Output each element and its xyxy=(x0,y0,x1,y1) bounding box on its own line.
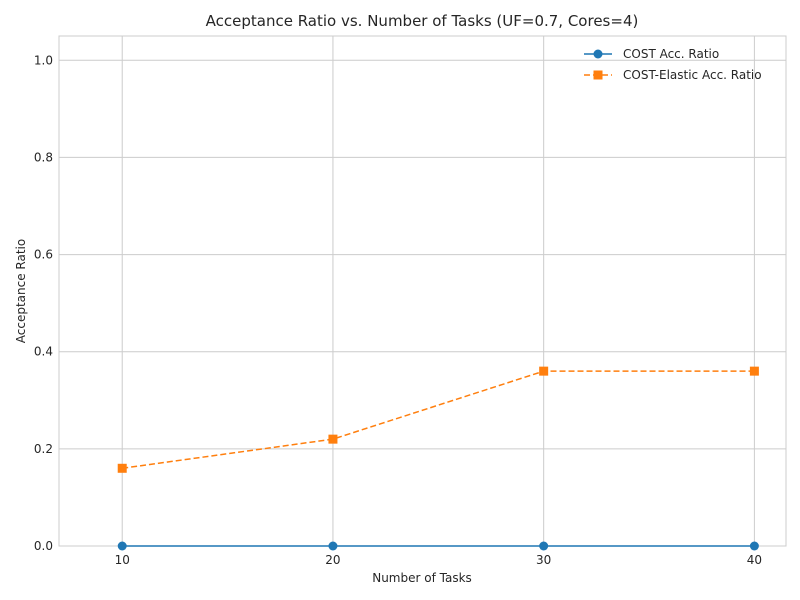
x-tick-label: 30 xyxy=(536,553,551,567)
legend-marker-square xyxy=(593,70,603,80)
y-tick-label: 0.6 xyxy=(34,248,53,262)
x-axis-label: Number of Tasks xyxy=(372,571,472,585)
y-tick-label: 0.2 xyxy=(34,442,53,456)
grid-lines xyxy=(59,36,786,547)
y-tick-label: 0.4 xyxy=(34,345,53,359)
y-tick-label: 0.8 xyxy=(34,150,53,164)
data-point-square xyxy=(328,434,338,444)
data-series xyxy=(117,366,759,551)
plot-area-frame xyxy=(58,35,787,547)
y-axis-label: Acceptance Ratio xyxy=(14,239,28,343)
y-tick-label: 0.0 xyxy=(34,539,53,553)
chart-title: Acceptance Ratio vs. Number of Tasks (UF… xyxy=(206,12,639,30)
data-point-circle xyxy=(117,541,127,551)
x-tick-label: 20 xyxy=(325,553,340,567)
legend: COST Acc. Ratio COST-Elastic Acc. Ratio xyxy=(584,47,762,82)
series-line-2 xyxy=(122,370,755,470)
data-point-square xyxy=(749,366,759,376)
y-tick-label: 1.0 xyxy=(34,53,53,67)
x-tick-label: 40 xyxy=(747,553,762,567)
legend-label: COST-Elastic Acc. Ratio xyxy=(623,68,762,82)
data-point-circle xyxy=(749,541,759,551)
x-tick-label: 10 xyxy=(115,553,130,567)
tick-labels: 10 20 30 40 0.0 0.2 0.4 0.6 0.8 1.0 xyxy=(34,53,762,567)
legend-label: COST Acc. Ratio xyxy=(623,47,719,61)
data-point-circle xyxy=(328,541,338,551)
legend-marker-circle xyxy=(593,49,603,59)
data-point-circle xyxy=(539,541,549,551)
data-point-square xyxy=(539,366,549,376)
data-point-square xyxy=(117,463,127,473)
